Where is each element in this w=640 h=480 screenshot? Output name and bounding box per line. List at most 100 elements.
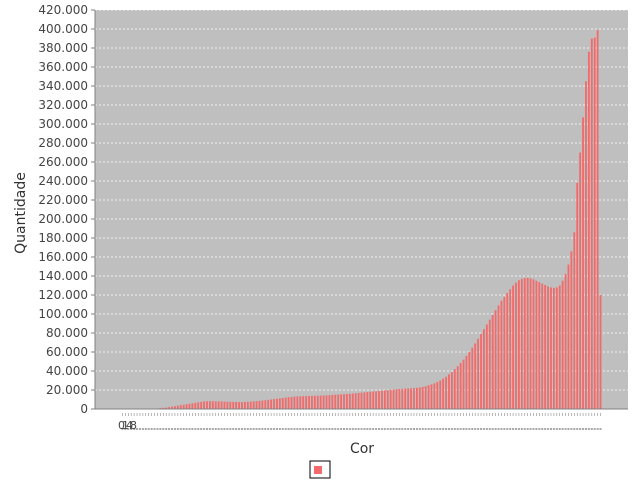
x-tick-label: 1 [122, 419, 129, 432]
bar [334, 394, 337, 409]
y-tick-label: 400.000 [38, 22, 88, 36]
bar [360, 392, 363, 409]
bar [494, 310, 497, 409]
y-tick-label: 140.000 [38, 269, 88, 283]
bar [395, 389, 398, 409]
y-tick-label: 280.000 [38, 136, 88, 150]
bar [401, 388, 404, 409]
bar [357, 392, 360, 409]
bar [593, 37, 596, 410]
bar [430, 384, 433, 409]
bar [520, 278, 523, 409]
bar [547, 286, 549, 409]
bar [261, 400, 264, 409]
bar [480, 333, 482, 409]
bar [558, 285, 561, 409]
y-tick-label: 100.000 [38, 307, 88, 321]
bar [535, 280, 538, 409]
bar [270, 399, 273, 409]
y-tick-label: 40.000 [46, 364, 88, 378]
bar [232, 401, 235, 410]
bar [168, 407, 171, 409]
bar [302, 396, 305, 409]
bar [278, 398, 281, 409]
bar [424, 386, 427, 409]
bar [526, 277, 529, 409]
bar [328, 395, 331, 409]
bar [459, 362, 462, 409]
y-tick-label: 420.000 [38, 3, 88, 17]
bar [509, 289, 512, 409]
y-tick-label: 300.000 [38, 117, 88, 131]
bar [515, 282, 517, 409]
bar [529, 278, 532, 410]
bar [518, 280, 520, 409]
bar [372, 391, 375, 409]
bar [500, 300, 503, 409]
y-tick-label: 200.000 [38, 212, 88, 226]
bar [284, 397, 287, 409]
bar [252, 401, 255, 409]
y-tick-labels: 0 20.000 40.000 60.000 80.000 100.000 120.000 1… [38, 3, 95, 416]
bar [418, 387, 421, 409]
bar [188, 403, 191, 409]
bar [369, 391, 372, 409]
y-tick-label: 120.000 [38, 288, 88, 302]
bar [299, 396, 302, 409]
bar [363, 392, 366, 410]
y-tick-label: 0 [80, 402, 88, 416]
bar [383, 390, 386, 409]
bar [171, 406, 173, 410]
legend-swatch [314, 466, 322, 474]
bar [340, 394, 342, 409]
bar [474, 343, 477, 409]
bar [590, 38, 593, 409]
bar [325, 395, 328, 409]
bar [497, 305, 500, 409]
bar [442, 378, 445, 409]
bar [226, 401, 229, 409]
bar [246, 401, 249, 409]
bar [512, 285, 514, 409]
bar [378, 390, 380, 409]
bar [308, 395, 310, 409]
bar [211, 401, 214, 409]
bar [567, 264, 570, 409]
bar [200, 401, 203, 410]
bar [182, 404, 185, 409]
bar [587, 51, 590, 410]
bar [555, 287, 558, 409]
bar [267, 399, 270, 409]
bar [179, 405, 182, 409]
bar [276, 398, 278, 409]
bar [343, 394, 345, 409]
y-tick-label: 160.000 [38, 250, 88, 264]
bar [415, 387, 418, 409]
bar [197, 402, 200, 409]
bar [448, 374, 450, 409]
bar [468, 352, 471, 409]
bar [229, 401, 232, 409]
bar [203, 401, 205, 409]
bar [570, 251, 573, 409]
bar [287, 397, 290, 409]
bar [348, 393, 351, 409]
bar [162, 407, 165, 409]
bar [564, 274, 567, 409]
bar [165, 407, 168, 409]
bar [176, 405, 179, 409]
bar [485, 324, 488, 409]
bar [538, 282, 541, 409]
y-axis-label: Quantidade [13, 172, 29, 254]
y-tick-label: 20.000 [46, 383, 88, 397]
bar [264, 400, 267, 409]
bar [439, 380, 442, 409]
bar [445, 376, 447, 409]
bar [174, 406, 176, 409]
bar [235, 401, 238, 409]
bar [427, 385, 430, 409]
bar [450, 371, 453, 409]
bar [506, 293, 509, 409]
bar [599, 295, 602, 409]
